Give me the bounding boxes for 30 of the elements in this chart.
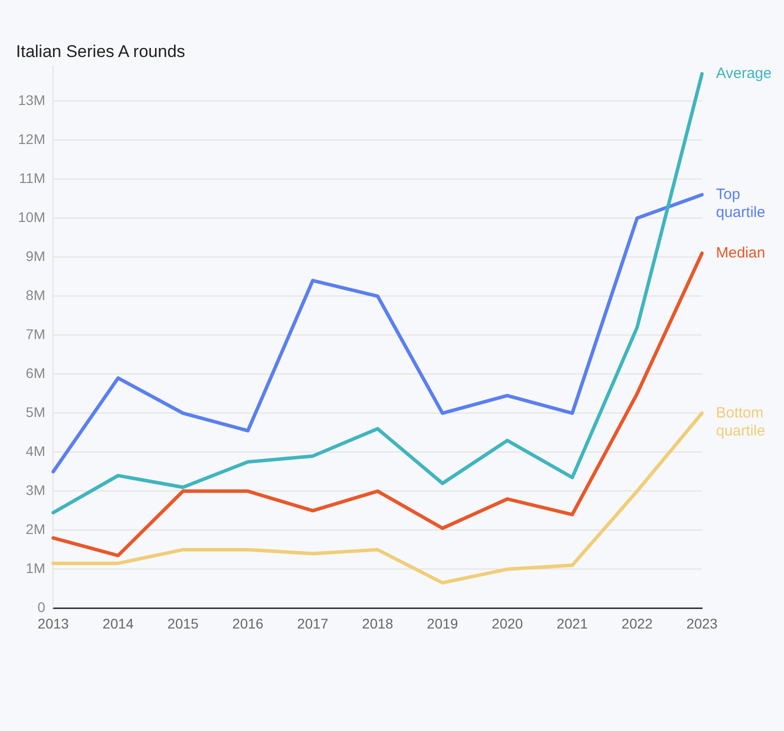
series-label: Bottom quartile — [716, 404, 766, 440]
x-tick-label: 2016 — [232, 615, 264, 632]
x-tick-label: 2023 — [686, 615, 718, 632]
x-tick-label: 2018 — [362, 615, 394, 632]
x-tick-label: 2015 — [167, 615, 199, 632]
y-tick-label: 1M — [26, 560, 46, 576]
x-tick-label: 2013 — [38, 615, 70, 632]
y-tick-label: 13M — [18, 92, 46, 108]
y-tick-label: 8M — [26, 287, 46, 303]
x-tick-label: 2017 — [297, 615, 329, 632]
y-tick-label: 3M — [26, 482, 46, 498]
y-tick-label: 10M — [18, 208, 46, 225]
x-tick-label: 2022 — [622, 615, 653, 632]
chart-title: Italian Series A rounds — [16, 42, 186, 62]
x-tick-label: 2014 — [102, 615, 134, 632]
y-tick-label: 2M — [26, 521, 46, 538]
y-tick-label: 0 — [37, 599, 46, 616]
y-tick-label: 12M — [18, 130, 46, 147]
x-tick-label: 2019 — [426, 615, 458, 632]
series-label: Median — [716, 244, 766, 262]
x-tick-label: 2021 — [556, 615, 588, 632]
y-tick-label: 4M — [26, 443, 46, 460]
series-label: Top quartile — [716, 186, 766, 221]
y-tick-label: 6M — [26, 365, 46, 382]
y-tick-label: 9M — [26, 248, 46, 264]
y-tick-label: 11M — [19, 170, 46, 186]
x-tick-label: 2020 — [492, 615, 524, 632]
y-tick-label: 5M — [26, 404, 46, 420]
series-label: Average — [716, 64, 772, 82]
y-tick-label: 7M — [26, 326, 46, 342]
